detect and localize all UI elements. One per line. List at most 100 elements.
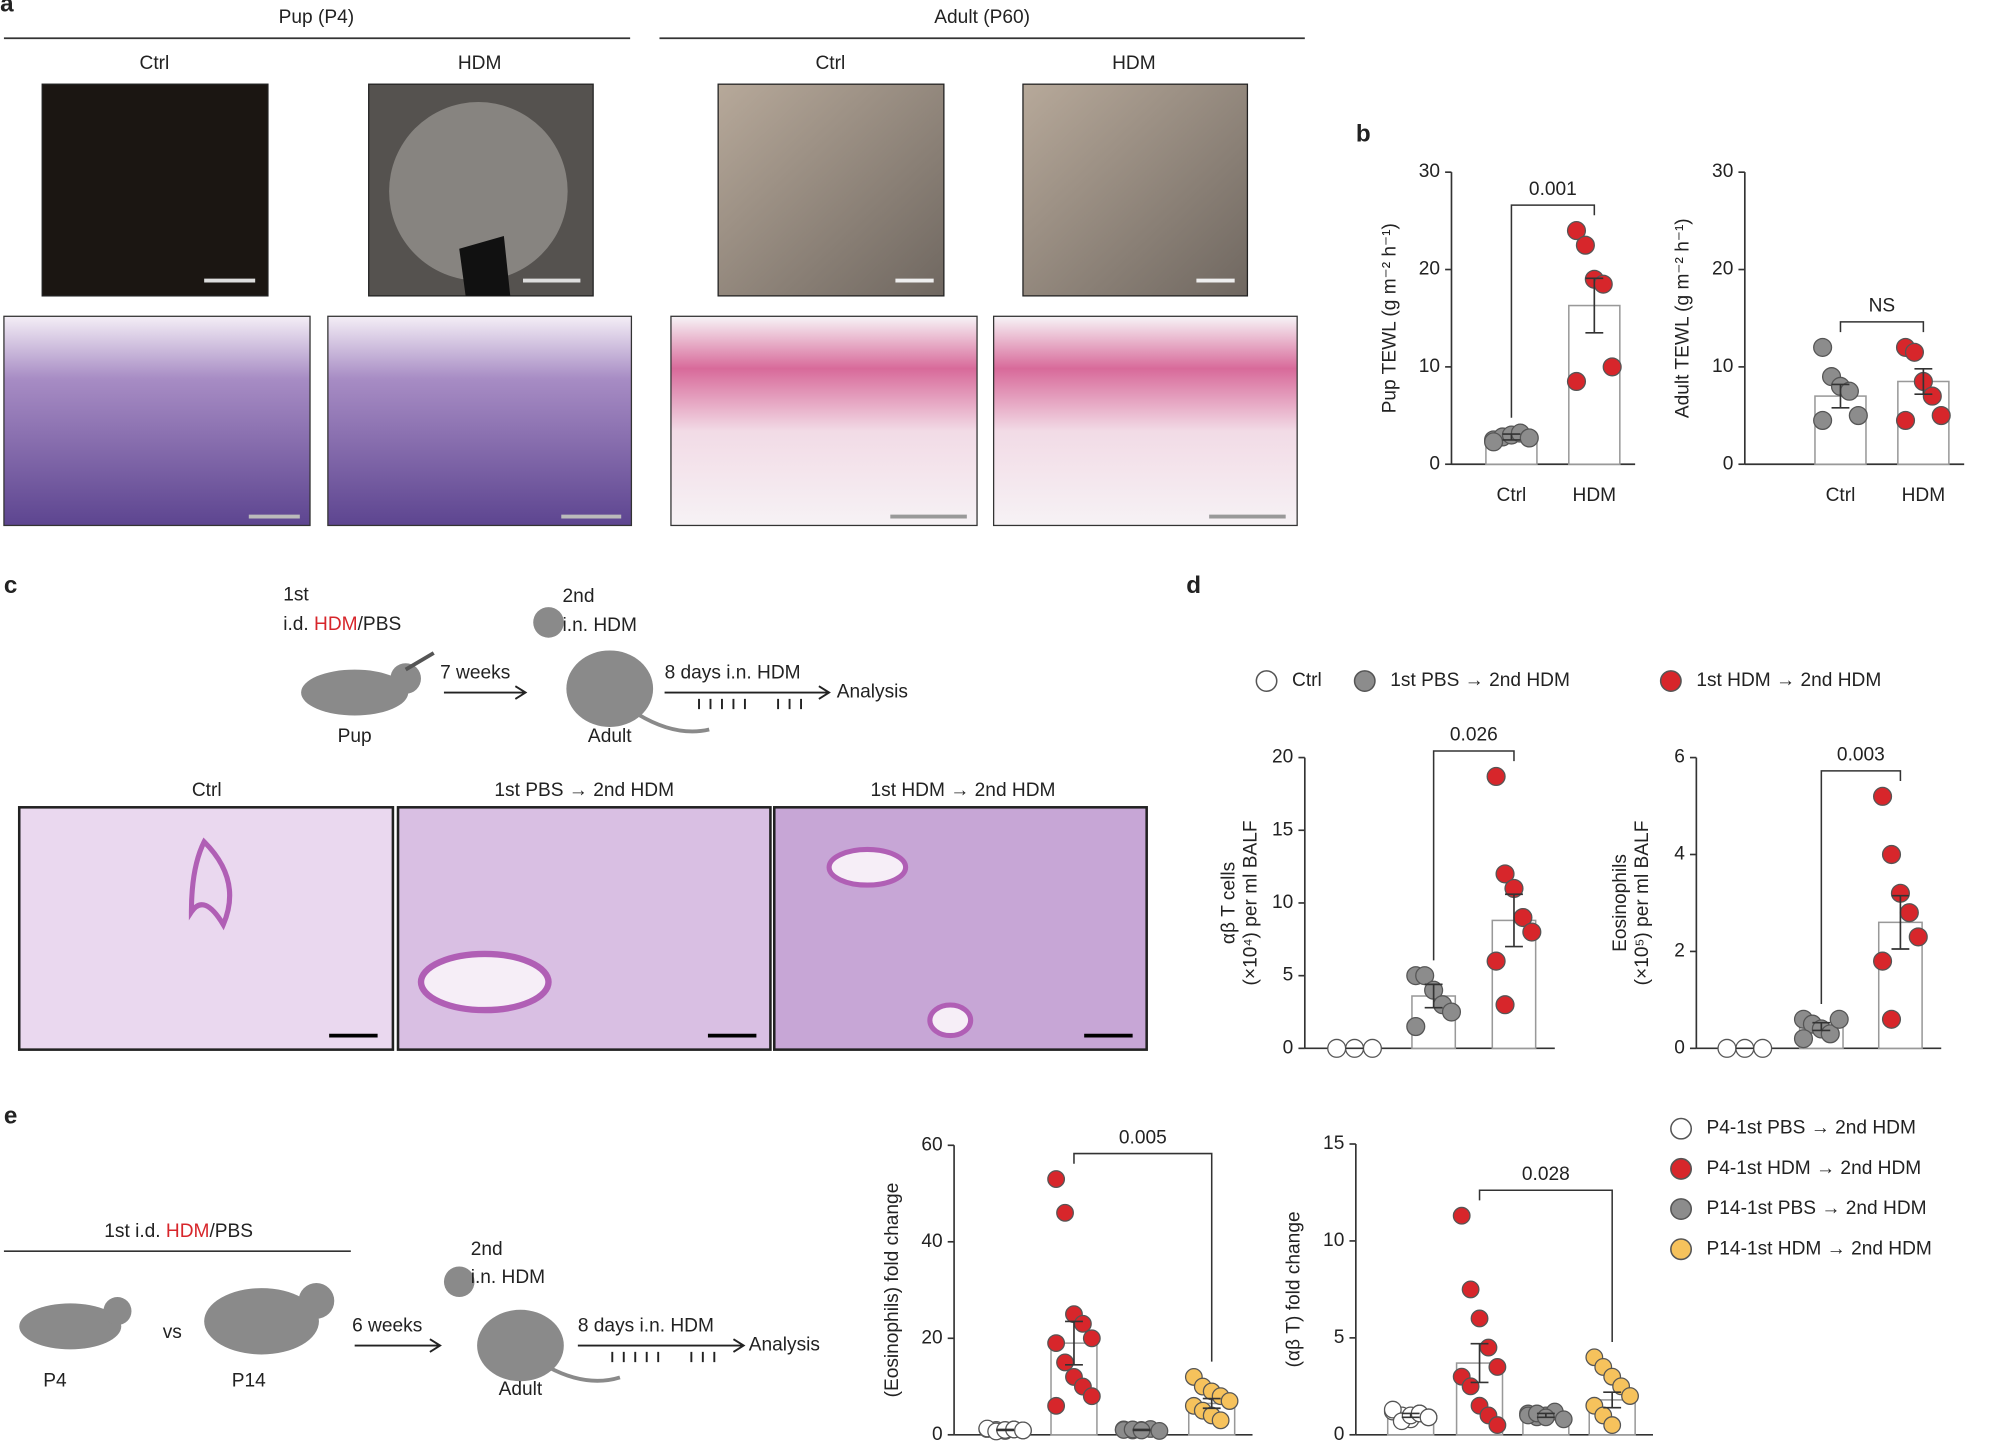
data-point <box>1211 1411 1230 1430</box>
data-point <box>1056 1203 1074 1222</box>
histology <box>670 315 978 527</box>
y-tick-label: 20 <box>1419 259 1440 280</box>
mouse-icon <box>19 1303 122 1350</box>
dose-marks <box>698 698 802 710</box>
significance-bracket <box>1820 770 1902 1004</box>
error-bar <box>1505 893 1523 948</box>
data-point <box>1922 386 1942 406</box>
data-point <box>1899 903 1919 923</box>
data-point <box>1470 1309 1489 1328</box>
stage-label: Adult <box>588 726 632 747</box>
y-axis-label: (×10⁴) per ml BALF <box>1240 820 1261 985</box>
data-point <box>1872 786 1893 806</box>
data-point <box>1820 1024 1840 1044</box>
error-bar <box>1831 383 1850 409</box>
data-point <box>1881 1009 1902 1029</box>
y-tick-label: 0 <box>1723 453 1734 474</box>
error-bar <box>1424 983 1443 1009</box>
interval-label: 6 weeks <box>352 1315 422 1336</box>
data-point <box>1495 864 1515 884</box>
significance-bracket <box>1478 1189 1613 1342</box>
mouse-tail <box>547 1365 621 1383</box>
legend-swatch <box>1670 1117 1693 1140</box>
histology <box>992 315 1298 527</box>
data-point <box>1621 1387 1639 1405</box>
data-point <box>1904 342 1925 362</box>
dose-marks <box>611 1351 716 1363</box>
error-bar <box>1401 1412 1420 1419</box>
arrow <box>577 1338 746 1353</box>
y-axis-label: (×10⁵) per ml BALF <box>1632 821 1653 986</box>
endpoint-label: Analysis <box>837 682 908 703</box>
data-point <box>1082 1329 1101 1348</box>
route: /PBS <box>358 614 402 635</box>
data-point <box>1419 1408 1438 1427</box>
data-point <box>1047 1170 1066 1188</box>
error-bar <box>1470 1342 1489 1384</box>
data-point <box>1872 951 1893 971</box>
route: i.d. <box>283 614 314 635</box>
legend-label: P14-1st HDM → 2nd HDM <box>1707 1238 1932 1259</box>
data-point <box>1753 1038 1773 1058</box>
data-point <box>1047 1334 1066 1353</box>
data-point <box>1327 1038 1347 1058</box>
mouse-icon <box>443 1266 475 1298</box>
data-point <box>1362 1038 1382 1058</box>
y-tick-label: 30 <box>1712 161 1733 182</box>
data-point <box>1014 1421 1032 1440</box>
y-tick-label: 0 <box>1674 1037 1685 1058</box>
condition-label: HDM <box>1112 53 1156 74</box>
error-bar <box>1585 277 1604 334</box>
error-bar <box>1891 894 1910 950</box>
significance-bracket <box>1839 321 1925 333</box>
data-point <box>1047 1396 1066 1415</box>
y-tick-label: 0 <box>1283 1037 1294 1058</box>
y-tick-label: 5 <box>1283 965 1294 986</box>
mouse-icon <box>477 1309 564 1382</box>
y-tick-label: 10 <box>1712 356 1733 377</box>
y-tick-label: 10 <box>1419 356 1440 377</box>
photo-texture <box>459 235 511 296</box>
y-tick-label: 10 <box>1323 1230 1344 1251</box>
error-bar <box>1132 1428 1151 1432</box>
y-tick-label: 40 <box>921 1231 942 1252</box>
step-label: i.d. HDM/PBS <box>283 614 401 635</box>
legend-swatch <box>1670 1198 1693 1221</box>
panel-label: c <box>4 572 17 599</box>
mouse-icon <box>390 663 421 694</box>
mouse-icon <box>301 669 409 716</box>
panel-label: b <box>1356 121 1371 148</box>
syringe <box>404 651 435 672</box>
mouse-icon <box>298 1283 335 1319</box>
error-bar <box>1536 1412 1555 1419</box>
legend-swatch <box>1670 1157 1693 1180</box>
legend-swatch <box>1255 670 1278 693</box>
y-tick-label: 0 <box>1334 1424 1345 1445</box>
y-tick-label: 6 <box>1674 747 1685 768</box>
legend-label: 1st PBS → 2nd HDM <box>1390 670 1570 691</box>
y-axis-label: αβ T cells <box>1219 862 1240 944</box>
mouse-icon <box>103 1297 132 1326</box>
error-bar <box>1914 368 1933 395</box>
route-highlight: HDM <box>166 1221 210 1242</box>
data-point <box>1717 1038 1737 1058</box>
y-axis-label: Adult TEWL (g m⁻² h⁻¹) <box>1673 218 1694 418</box>
p-value: 0.005 <box>1119 1127 1167 1148</box>
y-tick-label: 2 <box>1674 940 1685 961</box>
data-point <box>1441 1002 1462 1022</box>
mouse-icon <box>533 607 564 638</box>
histology-label: Ctrl <box>192 780 222 801</box>
arrow <box>354 1338 442 1353</box>
legend-swatch <box>1670 1238 1693 1261</box>
x-tick-label: HDM <box>1573 485 1617 506</box>
legend-swatch <box>1659 670 1682 693</box>
data-point <box>1479 1338 1498 1357</box>
data-point <box>1486 766 1506 787</box>
route: 1st i.d. <box>104 1221 166 1242</box>
data-point <box>1813 337 1833 357</box>
y-tick-label: 5 <box>1334 1327 1345 1348</box>
x-tick-label: Ctrl <box>1826 485 1856 506</box>
data-point <box>1484 432 1504 452</box>
data-point <box>1519 428 1539 448</box>
histology <box>3 315 311 527</box>
